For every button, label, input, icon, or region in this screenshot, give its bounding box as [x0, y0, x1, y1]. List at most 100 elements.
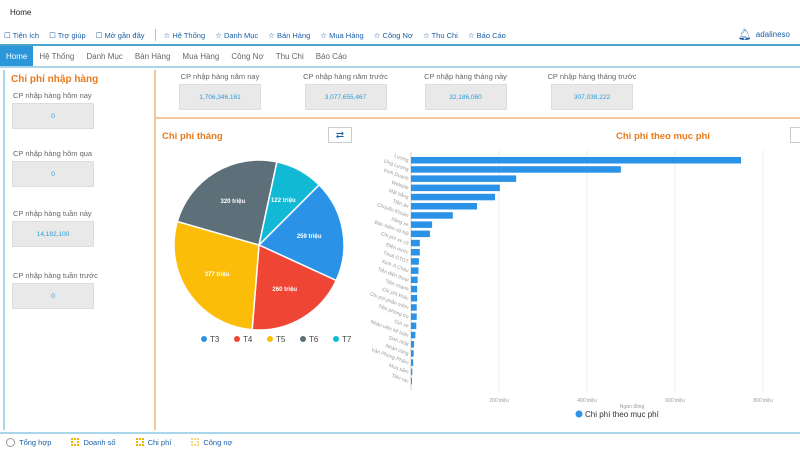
tab-thu-chi[interactable]: Thu Chi	[275, 51, 304, 61]
y-tick-label: Tiền điện thoại	[377, 267, 410, 284]
toolbar-tien-ich[interactable]: ☐ Tiện ích	[4, 30, 40, 40]
grid-icon	[191, 438, 200, 446]
bar-5	[411, 203, 477, 210]
summary-icon	[6, 437, 15, 447]
tab-home[interactable]: Home	[0, 46, 34, 66]
kpi-last-year: CP nhập hàng năm trước 3,077,655,467	[298, 72, 393, 116]
bar-14	[411, 285, 418, 293]
window-title: Home	[10, 8, 32, 17]
toolbar-thu-chi[interactable]: ☆ Thu Chi	[422, 30, 458, 40]
y-tick-label: Kinh Doanh	[383, 168, 410, 183]
y-tick-label: Website	[390, 180, 409, 192]
footer-tab-doanh-so[interactable]: Doanh số	[71, 437, 116, 447]
y-tick-label: Tiền phòng trọ	[377, 304, 409, 321]
kpi-label: CP nhập hàng hôm qua	[13, 149, 93, 158]
toolbar-he-thong[interactable]: ☆ Hệ Thống	[163, 30, 206, 40]
tab-cong-no[interactable]: Công Nợ	[231, 51, 264, 61]
kpi-this-week: CP nhập hàng tuần này 14,182,100	[5, 209, 154, 247]
tab-he-thong[interactable]: Hệ Thống	[39, 51, 75, 61]
toolbar-label: Mua Hàng	[329, 30, 364, 40]
pie-data-label: 377 triệu	[205, 272, 230, 278]
x-axis-label: Ngàn đồng	[620, 404, 645, 410]
y-tick-label: Chi phí xe cộ	[380, 231, 410, 247]
x-tick-label: 600 triệu	[665, 398, 685, 404]
toolbar-label: Danh Mục	[223, 30, 259, 40]
toolbar-ban-hang[interactable]: ☆ Bán Hàng	[268, 30, 311, 40]
swap-chart-button[interactable]: ⇄	[328, 127, 352, 143]
y-tick-label: Tiền chành	[384, 279, 409, 293]
bar-7	[411, 221, 433, 228]
bar-18	[411, 322, 417, 330]
footer-tab-cong-no[interactable]: Công nợ	[191, 438, 232, 447]
legend-label-T5: T5	[276, 335, 286, 344]
toolbar-label: Trợ giúp	[57, 30, 86, 40]
legend-marker-T7	[333, 336, 339, 342]
y-tick-label: Văn Phòng Phẩm	[370, 346, 409, 366]
legend-label-T3: T3	[210, 335, 220, 344]
divider	[156, 117, 800, 119]
toolbar-tro-giup[interactable]: ☐ Trợ giúp	[49, 30, 86, 40]
pie-data-label: 260 triệu	[272, 287, 297, 293]
bar-1	[411, 166, 621, 173]
y-tick-label: Nhân công	[385, 343, 410, 357]
bar-title: Chi phí theo mục phí	[616, 131, 710, 142]
legend-label-T6: T6	[309, 335, 319, 344]
legend-marker-T3	[201, 336, 207, 342]
kpi-value: 14,182,100	[12, 221, 94, 247]
toolbar-label: Công Nợ	[382, 30, 413, 40]
bar-legend-marker	[575, 410, 583, 418]
y-tick-label: Xăng xe	[390, 216, 409, 228]
toolbar-danh-muc[interactable]: ☆ Danh Mục	[215, 30, 259, 40]
x-tick-label: 200 triệu	[489, 398, 509, 404]
footer-tab-tong-hop[interactable]: Tổng hợp	[6, 437, 51, 447]
bar-20	[411, 341, 415, 348]
bar-3	[411, 184, 500, 192]
toolbar-label: Thu Chi	[431, 30, 458, 40]
bar-2	[411, 175, 517, 182]
toolbar-bao-cao[interactable]: ☆ Báo Cáo	[467, 30, 506, 40]
y-tick-label: Ứng Lương	[383, 158, 410, 174]
kpi-value: 307,038,222	[551, 84, 633, 110]
tab-bao-cao[interactable]: Báo Cáo	[315, 51, 347, 61]
tab-ban-hang[interactable]: Bán Hàng	[134, 51, 171, 61]
main-menu: Home Hệ Thống Danh Mục Bán Hàng Mua Hàng…	[0, 44, 800, 68]
bar-11	[411, 258, 419, 265]
tab-danh-muc[interactable]: Danh Mục	[86, 51, 123, 61]
kpi-label: CP nhập hàng hôm nay	[13, 91, 92, 100]
footer-tab-label: Doanh số	[83, 437, 116, 447]
kpi-label: CP nhập hàng tháng trước	[547, 72, 637, 81]
kpi-label: CP nhập hàng tuần trước	[13, 271, 98, 280]
toolbar-cong-no[interactable]: ☆ Công Nợ	[373, 30, 413, 40]
kpi-this-year: CP nhập hàng năm nay 1,706,346,161	[175, 72, 265, 116]
kpi-last-week: CP nhập hàng tuần trước 0	[5, 271, 154, 309]
bar-15	[411, 295, 418, 302]
legend-label-T7: T7	[342, 335, 352, 344]
legend-marker-T5	[267, 336, 273, 342]
x-tick-label: 400 triệu	[577, 398, 597, 404]
toolbar-mo-gan-day[interactable]: ☐ Mở gần đây	[95, 30, 145, 40]
kpi-value: 0	[12, 161, 94, 187]
footer-tab-chi-phi[interactable]: Chi phí	[135, 438, 171, 447]
tab-mua-hang[interactable]: Mua Hàng	[182, 51, 220, 61]
toolbar-label: Mở gần đây	[104, 30, 145, 40]
y-tick-label: Nhân viên kế toán	[369, 319, 409, 338]
kpi-last-month: CP nhập hàng tháng trước 307,038,222	[542, 72, 642, 116]
footer-tabs: Tổng hợp Doanh số Chi phí Công nợ	[0, 432, 800, 450]
kpi-label: CP nhập hàng tuần này	[13, 209, 92, 218]
bar-6	[411, 212, 453, 219]
swap-chart-button-2[interactable]	[790, 127, 800, 143]
kpi-value: 0	[12, 103, 94, 129]
kpi-label: CP nhập hàng năm trước	[303, 72, 388, 81]
user-menu[interactable]: 🔔︎ adalineso	[738, 28, 790, 41]
pie-slice-T7	[257, 161, 321, 248]
bell-icon[interactable]: 🔔︎	[737, 29, 752, 41]
legend-marker-T4	[234, 336, 240, 342]
toolbar-label: Tiện ích	[12, 30, 40, 40]
pie-data-label: 122 triệu	[271, 198, 296, 204]
bar-9	[411, 239, 420, 247]
toolbar-label: Bán Hàng	[276, 30, 311, 40]
toolbar-mua-hang[interactable]: ☆ Mua Hàng	[320, 30, 364, 40]
kpi-value: 3,077,655,467	[304, 84, 387, 110]
y-tick-label: Điện nước	[385, 242, 410, 256]
kpi-value: 32,186,060	[424, 84, 507, 110]
